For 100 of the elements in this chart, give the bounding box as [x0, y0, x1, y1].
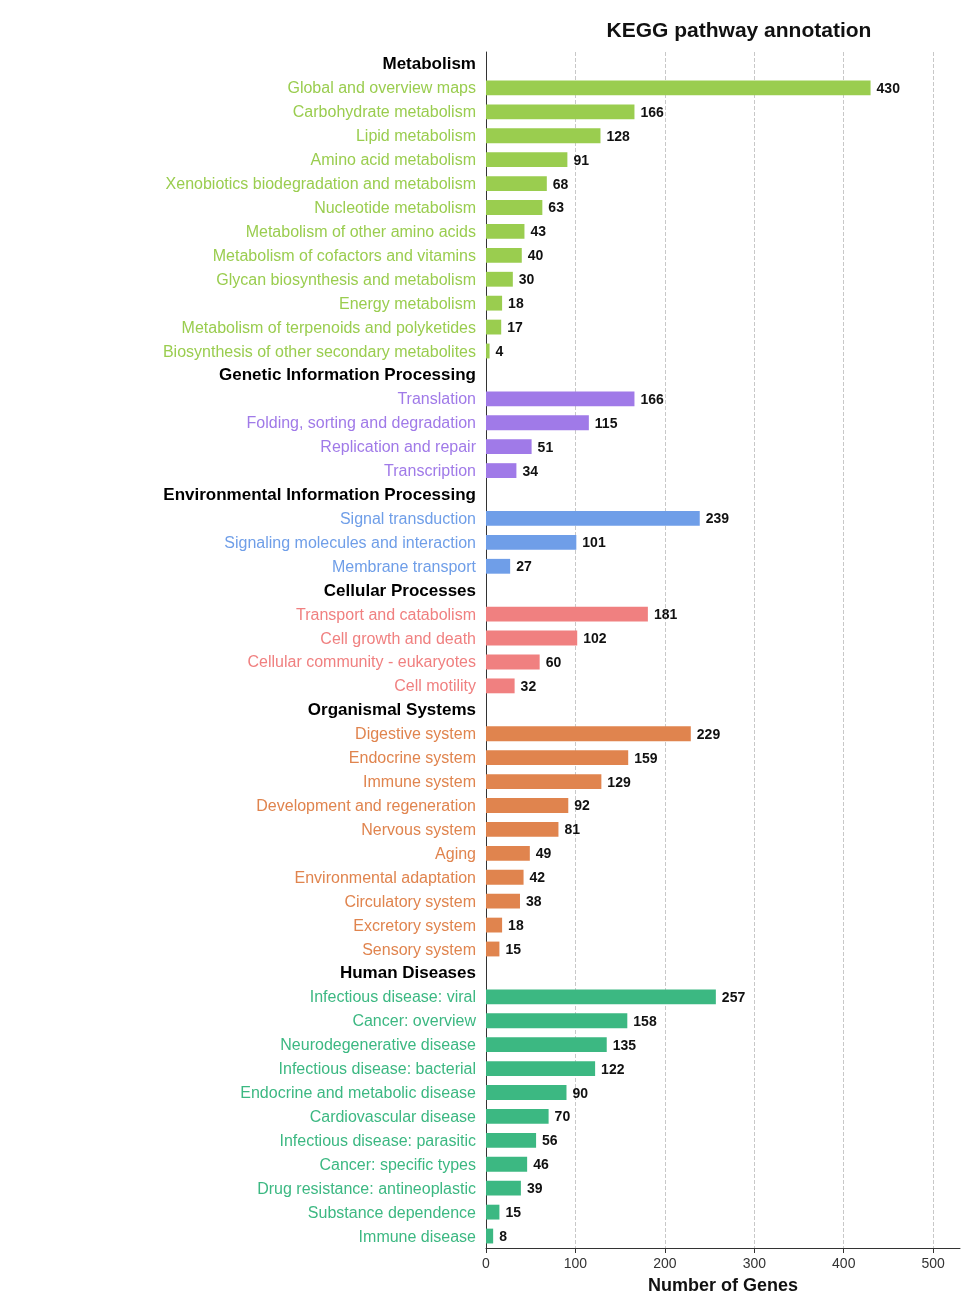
y-tick-label: Cardiovascular disease: [309, 1107, 477, 1125]
y-tick-label: Immune system: [363, 773, 476, 791]
y-tick-label: Metabolism of cofactors and vitamins: [212, 246, 476, 264]
bar: [486, 989, 716, 1005]
y-tick-label: Xenobiotics biodegradation and metabolism: [165, 175, 476, 193]
bar: [486, 654, 540, 670]
y-tick-label: Metabolism of other amino acids: [245, 222, 476, 240]
y-tick-label: Energy metabolism: [339, 294, 476, 312]
bar: [486, 247, 522, 263]
bar: [486, 1156, 528, 1172]
bar: [486, 271, 513, 287]
data-label: 102: [583, 630, 607, 647]
y-tick-label: Amino acid metabolism: [310, 151, 476, 169]
y-tick-label: Infectious disease: parasitic: [279, 1131, 476, 1149]
bar: [486, 917, 503, 933]
x-tick-label: 200: [653, 1255, 677, 1271]
y-tick-label: Immune disease: [358, 1227, 477, 1245]
bar: [486, 606, 648, 622]
bar: [486, 439, 532, 455]
y-tick-label: Environmental Information Processing: [163, 485, 476, 505]
y-tick-label: Cell growth and death: [320, 629, 476, 647]
bar: [486, 821, 559, 837]
y-tick-label: Cellular community - eukaryotes: [247, 653, 476, 671]
y-tick-label: Circulatory system: [344, 892, 476, 910]
data-label: 42: [529, 869, 546, 886]
data-label: 166: [640, 103, 665, 120]
data-label: 18: [508, 917, 524, 934]
y-tick-label: Lipid metabolism: [355, 127, 476, 145]
bar: [486, 391, 635, 407]
y-tick-label: Genetic Information Processing: [219, 365, 476, 385]
y-tick-label: Metabolism: [382, 54, 476, 74]
y-tick-label: Endocrine system: [348, 749, 476, 767]
data-label: 92: [574, 797, 591, 814]
y-tick-label: Environmental adaptation: [294, 868, 476, 886]
y-tick-label: Global and overview maps: [287, 79, 476, 97]
y-tick-label: Carbohydrate metabolism: [292, 103, 476, 121]
data-label: 30: [518, 271, 535, 288]
data-label: 4: [495, 343, 504, 359]
bar: [486, 415, 589, 431]
data-label: 257: [721, 988, 746, 1005]
y-tick-label: Excretory system: [353, 916, 476, 934]
data-label: 40: [527, 247, 544, 264]
data-label: 239: [705, 510, 730, 527]
bar: [486, 223, 525, 239]
data-label: 46: [533, 1156, 549, 1173]
data-label: 68: [552, 175, 569, 192]
data-label: 56: [542, 1132, 558, 1149]
bar: [486, 128, 601, 144]
y-tick-label: Replication and repair: [320, 438, 477, 456]
y-tick-label: Development and regeneration: [256, 796, 476, 814]
y-tick-label: Aging: [435, 844, 476, 862]
y-tick-label: Sensory system: [362, 940, 476, 958]
bar: [486, 80, 871, 96]
y-tick-label: Transcription: [384, 462, 476, 480]
data-label: 129: [607, 773, 631, 790]
bar: [486, 1085, 567, 1100]
y-tick-label: Endocrine and metabolic disease: [240, 1084, 477, 1102]
data-label: 101: [582, 534, 606, 551]
data-label: 18: [508, 295, 524, 312]
data-label: 51: [537, 438, 554, 455]
data-label: 229: [696, 725, 721, 742]
bar: [486, 1061, 596, 1077]
y-tick-label: Drug resistance: antineoplastic: [257, 1179, 476, 1197]
data-label: 90: [572, 1084, 589, 1101]
bar: [486, 1132, 537, 1148]
x-axis-title: Number of Genes: [647, 1275, 799, 1295]
data-label: 32: [520, 677, 537, 694]
bar: [486, 893, 520, 909]
bar: [486, 343, 490, 359]
y-tick-label: Digestive system: [355, 725, 476, 743]
bar: [486, 1180, 521, 1196]
bar: [486, 1013, 628, 1029]
bar: [486, 1037, 607, 1053]
bar: [486, 941, 500, 957]
data-label: 122: [601, 1060, 625, 1077]
y-tick-label: Cancer: overview: [352, 1012, 477, 1030]
data-label: 166: [640, 390, 665, 407]
bar: [486, 152, 568, 168]
bar: [486, 319, 502, 335]
bar: [486, 630, 578, 646]
bar: [486, 845, 530, 861]
y-tick-label: Neurodegenerative disease: [280, 1036, 477, 1054]
data-label: 91: [573, 151, 590, 168]
data-label: 27: [516, 558, 532, 575]
y-tick-label: Cell motility: [394, 677, 476, 695]
bar: [486, 1228, 494, 1244]
y-tick-label: Signal transduction: [339, 509, 476, 527]
bar: [486, 558, 511, 574]
data-label: 15: [505, 941, 522, 957]
data-label: 17: [507, 319, 523, 336]
bar: [486, 678, 515, 694]
bar: [486, 104, 635, 120]
y-tick-label: Nucleotide metabolism: [314, 198, 476, 216]
data-label: 430: [876, 79, 901, 96]
data-label: 39: [526, 1180, 543, 1197]
x-tick-label: 100: [563, 1255, 588, 1271]
data-label: 38: [525, 893, 542, 910]
bar: [486, 1109, 549, 1124]
y-tick-label: Biosynthesis of other secondary metabolites: [162, 342, 476, 360]
bar: [486, 750, 629, 766]
